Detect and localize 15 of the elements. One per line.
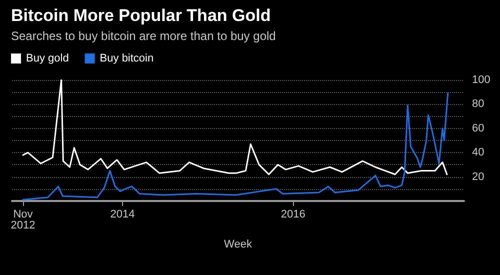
x-axis-title: Week <box>224 238 252 250</box>
x-tick-label: 2014 <box>110 208 135 220</box>
x-tick-label: Nov 2012 <box>10 208 36 232</box>
y-tick-label: 20 <box>472 170 484 183</box>
legend-label: Buy gold <box>26 52 69 64</box>
y-tick-label: 100 <box>472 74 490 86</box>
y-tick-label: 40 <box>472 146 484 159</box>
line-series <box>22 92 449 201</box>
legend-label: Buy bitcoin <box>100 52 154 64</box>
line-series <box>22 79 448 176</box>
x-tick-label: 2016 <box>280 208 306 220</box>
y-tick-label: 80 <box>472 98 484 110</box>
chart-title: Bitcoin More Popular Than Gold <box>11 6 271 25</box>
y-tick-label: 60 <box>472 122 484 134</box>
chart-subtitle: Searches to buy bitcoin are more than to buy gold <box>11 29 276 43</box>
